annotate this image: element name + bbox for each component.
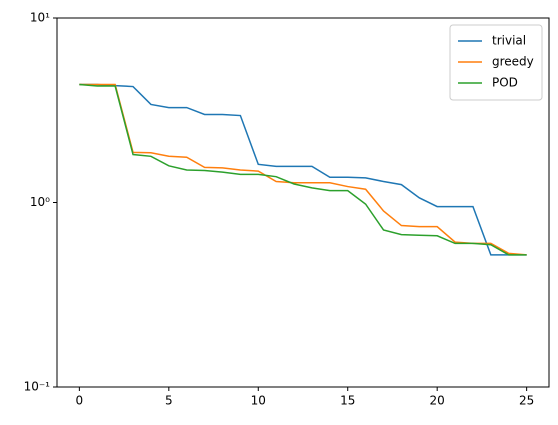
line (79, 83, 527, 256)
x-tick-label: 20 (430, 394, 445, 408)
x-tick-label: 0 (76, 394, 84, 408)
y-tick-label: 10⁻¹ (24, 380, 51, 394)
line (79, 83, 527, 256)
x-tick-label: 5 (165, 394, 173, 408)
x-tick-label: 10 (251, 394, 266, 408)
legend-label: greedy (492, 55, 534, 69)
y-tick-label: 10¹ (30, 11, 50, 25)
legend-box (449, 24, 543, 101)
y-tick-label: 10⁰ (30, 195, 50, 209)
legend-label: POD (492, 76, 518, 90)
line (79, 83, 527, 256)
legend-label: trivial (492, 34, 526, 48)
x-tick-label: 15 (340, 394, 355, 408)
x-tick-label: 25 (519, 394, 534, 408)
